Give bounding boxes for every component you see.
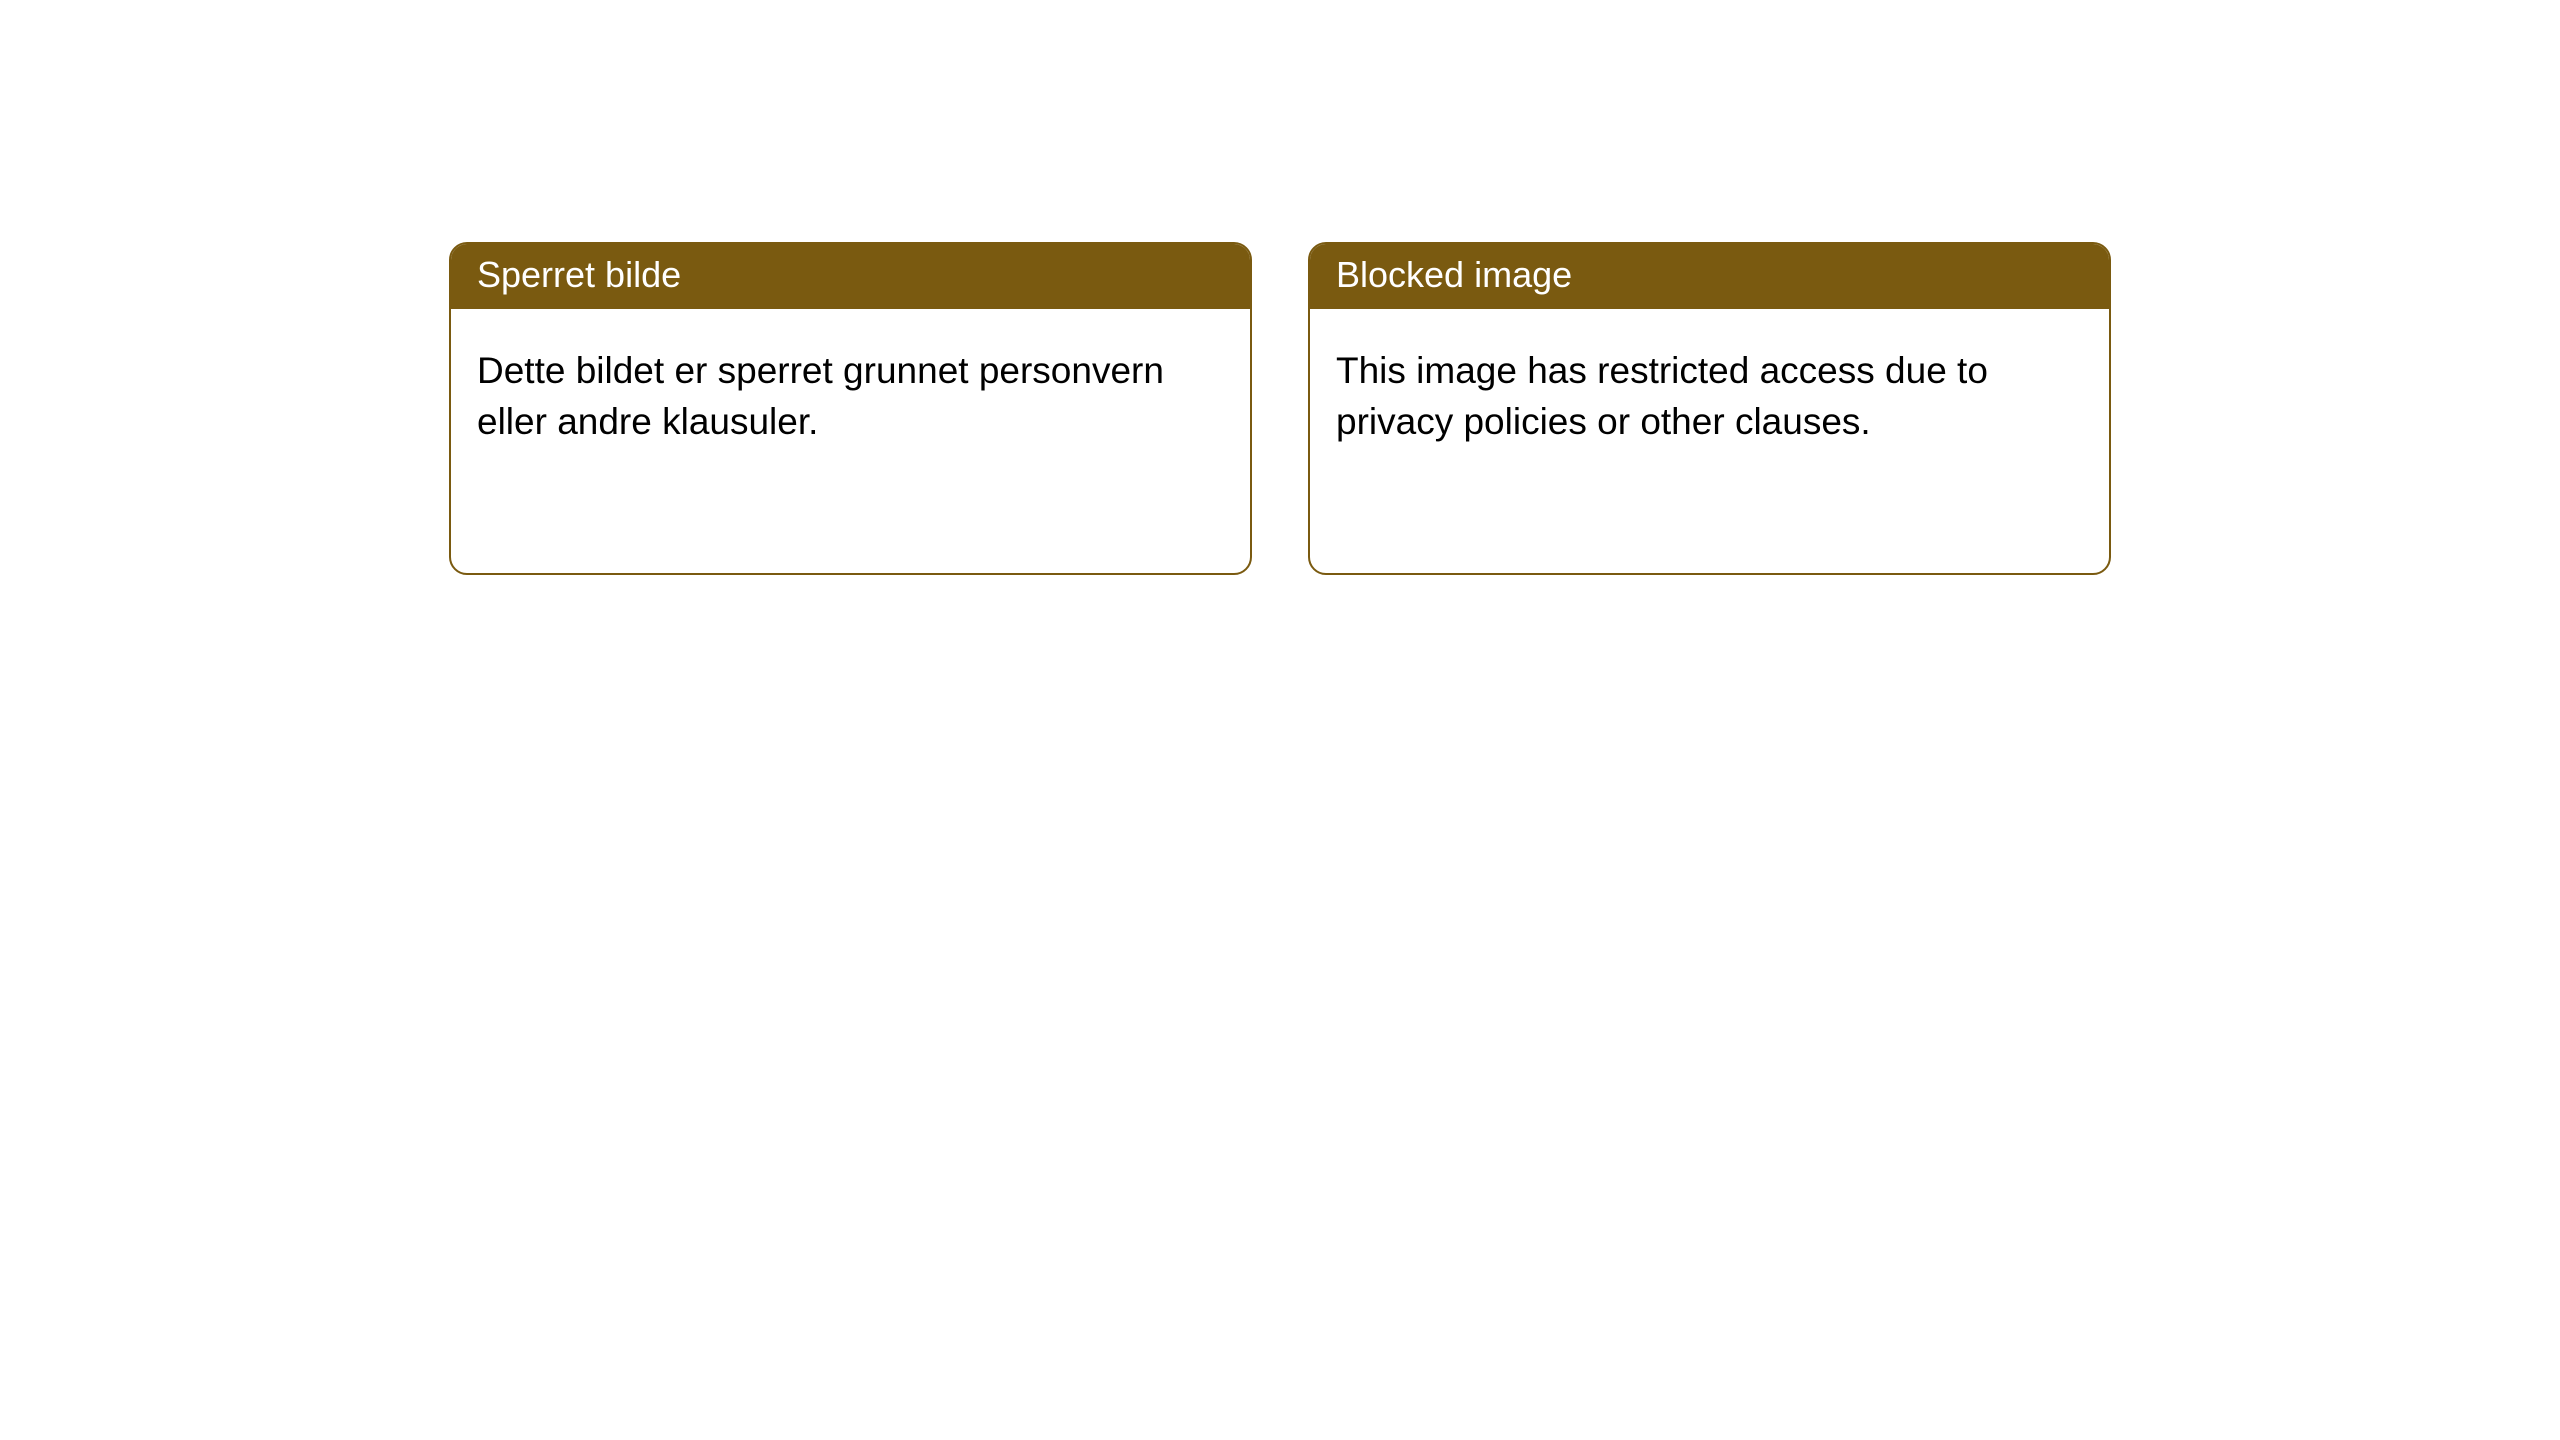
notice-card-norwegian: Sperret bilde Dette bildet er sperret gr…	[449, 242, 1252, 575]
notice-body: Dette bildet er sperret grunnet personve…	[451, 309, 1250, 473]
notice-body: This image has restricted access due to …	[1310, 309, 2109, 473]
notice-title: Sperret bilde	[451, 244, 1250, 309]
notice-container: Sperret bilde Dette bildet er sperret gr…	[0, 0, 2560, 575]
notice-title: Blocked image	[1310, 244, 2109, 309]
notice-card-english: Blocked image This image has restricted …	[1308, 242, 2111, 575]
